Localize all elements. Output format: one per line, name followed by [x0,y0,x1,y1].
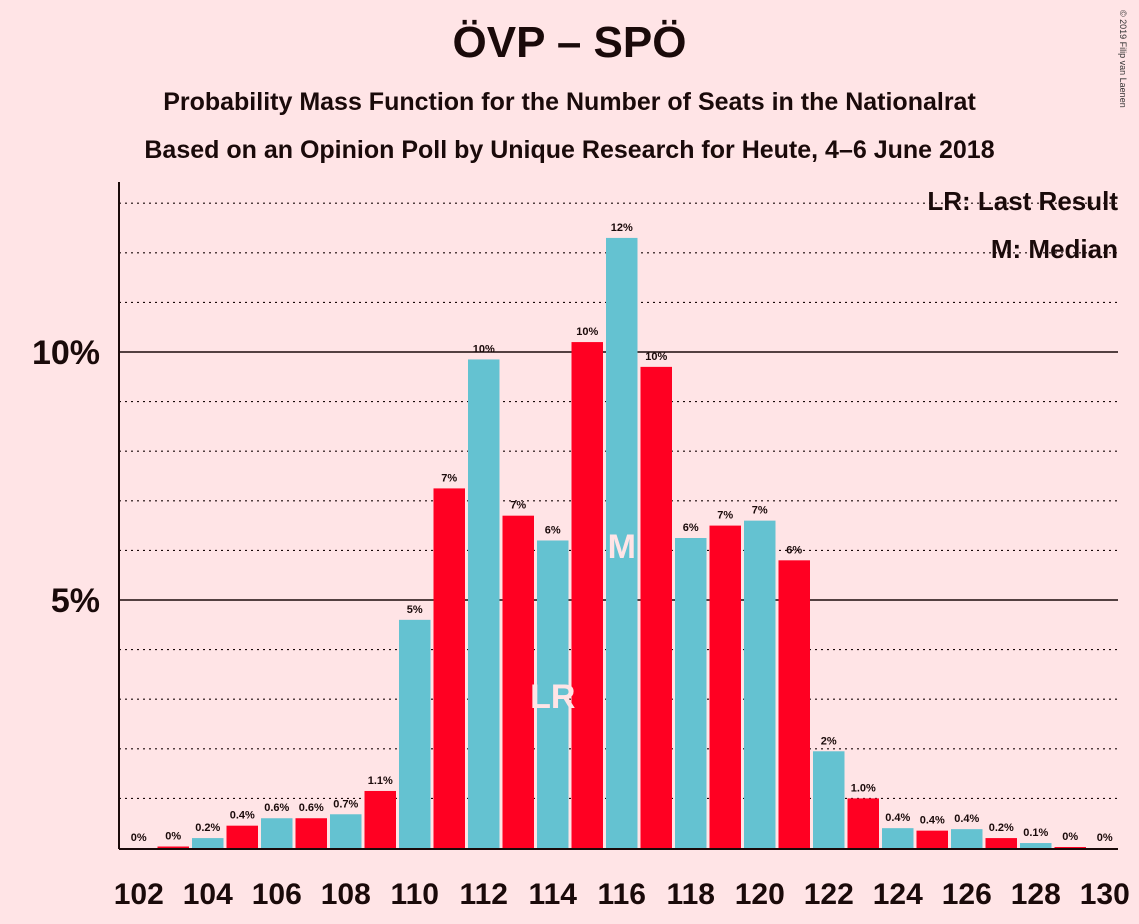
bar-label-106: 0.6% [264,802,289,814]
bar-label-111: 7% [441,472,457,484]
bar-117 [640,366,672,848]
x-tick-108: 108 [321,878,371,911]
y-tick-5: 5% [51,582,100,620]
bar-label-119: 7% [717,510,733,522]
bar-label-115: 10% [576,326,598,338]
bar-label-108: 0.7% [333,798,358,810]
x-tick-116: 116 [598,878,646,911]
bar-118 [675,538,707,848]
x-ticks: 102 104 106 108 110 112 114 116 118 120 122 124 126 1… [114,878,1130,911]
bar-label-109: 1.1% [368,775,393,787]
bar-label-113: 7% [510,500,526,512]
bar-107 [295,818,327,848]
bar-120 [744,520,776,848]
bar-105 [226,825,258,848]
bar-115 [571,342,603,848]
bar-103 [157,846,189,848]
bar-110 [399,619,431,848]
bar-label-126: 0.4% [954,813,979,825]
bar-label-125: 0.4% [920,815,945,827]
median-mark: M [608,528,636,566]
x-tick-102: 102 [114,878,164,911]
bar-marks: LR M [530,528,636,716]
x-tick-124: 124 [873,878,923,911]
bars [157,237,1086,849]
x-tick-120: 120 [735,878,785,911]
bar-129 [1054,847,1086,848]
x-tick-130: 130 [1080,878,1130,911]
bar-label-121: 6% [786,544,802,556]
bar-label-107: 0.6% [299,802,324,814]
bar-121 [778,560,810,848]
bar-label-118: 6% [683,522,699,534]
bar-label-110: 5% [407,604,423,616]
bar-109 [364,790,396,848]
bar-label-124: 0.4% [885,812,910,824]
chart-title: ÖVP – SPÖ [452,18,687,67]
x-tick-104: 104 [183,878,233,911]
axes [118,182,1118,850]
x-tick-122: 122 [804,878,854,911]
bar-119 [709,525,741,848]
bar-label-102: 0% [131,832,147,844]
chart-subtitle: Probability Mass Function for the Number… [163,88,976,116]
x-tick-106: 106 [252,878,302,911]
bar-label-105: 0.4% [230,810,255,822]
bar-label-114: 6% [545,524,561,536]
bar-116 [606,237,638,849]
bar-122 [813,751,845,848]
x-tick-118: 118 [667,878,715,911]
bar-123 [847,798,879,848]
bar-label-116: 12% [611,222,633,234]
x-tick-126: 126 [942,878,992,911]
last-result-mark: LR [530,678,575,716]
bar-126 [951,829,983,848]
bar-labels: 0% 0% 0.2% 0.4% 0.6% 0.6% 0.7% 1.1% 5% 7% 10% 7% 6% 1… [131,222,1113,844]
x-tick-112: 112 [460,878,508,911]
bar-108 [330,814,362,848]
bar-125 [916,830,948,848]
bar-104 [192,838,224,848]
bar-112 [468,359,500,848]
bar-127 [985,838,1017,848]
bar-124 [882,828,914,848]
bar-label-104: 0.2% [195,822,220,834]
bar-113 [502,515,534,848]
bar-114 [537,540,569,848]
x-tick-110: 110 [391,878,439,911]
bar-label-128: 0.1% [1023,827,1048,839]
legend-median: M: Median [991,234,1118,264]
x-tick-128: 128 [1011,878,1061,911]
legend-last-result: LR: Last Result [927,186,1118,216]
bar-label-117: 10% [645,351,667,363]
bar-label-120: 7% [752,505,768,517]
bar-label-112: 10% [473,343,495,355]
bar-label-123: 1.0% [851,782,876,794]
bar-106 [261,818,293,848]
chart-subtitle-2: Based on an Opinion Poll by Unique Resea… [144,136,995,164]
bar-label-130: 0% [1097,832,1113,844]
y-ticks: 5% 10% [32,334,100,620]
bar-128 [1020,843,1052,848]
bar-label-129: 0% [1062,831,1078,843]
bar-label-122: 2% [821,735,837,747]
bar-111 [433,488,465,848]
bar-label-103: 0% [165,831,181,843]
x-tick-114: 114 [529,878,578,911]
bar-label-127: 0.2% [989,822,1014,834]
y-tick-10: 10% [32,334,100,372]
